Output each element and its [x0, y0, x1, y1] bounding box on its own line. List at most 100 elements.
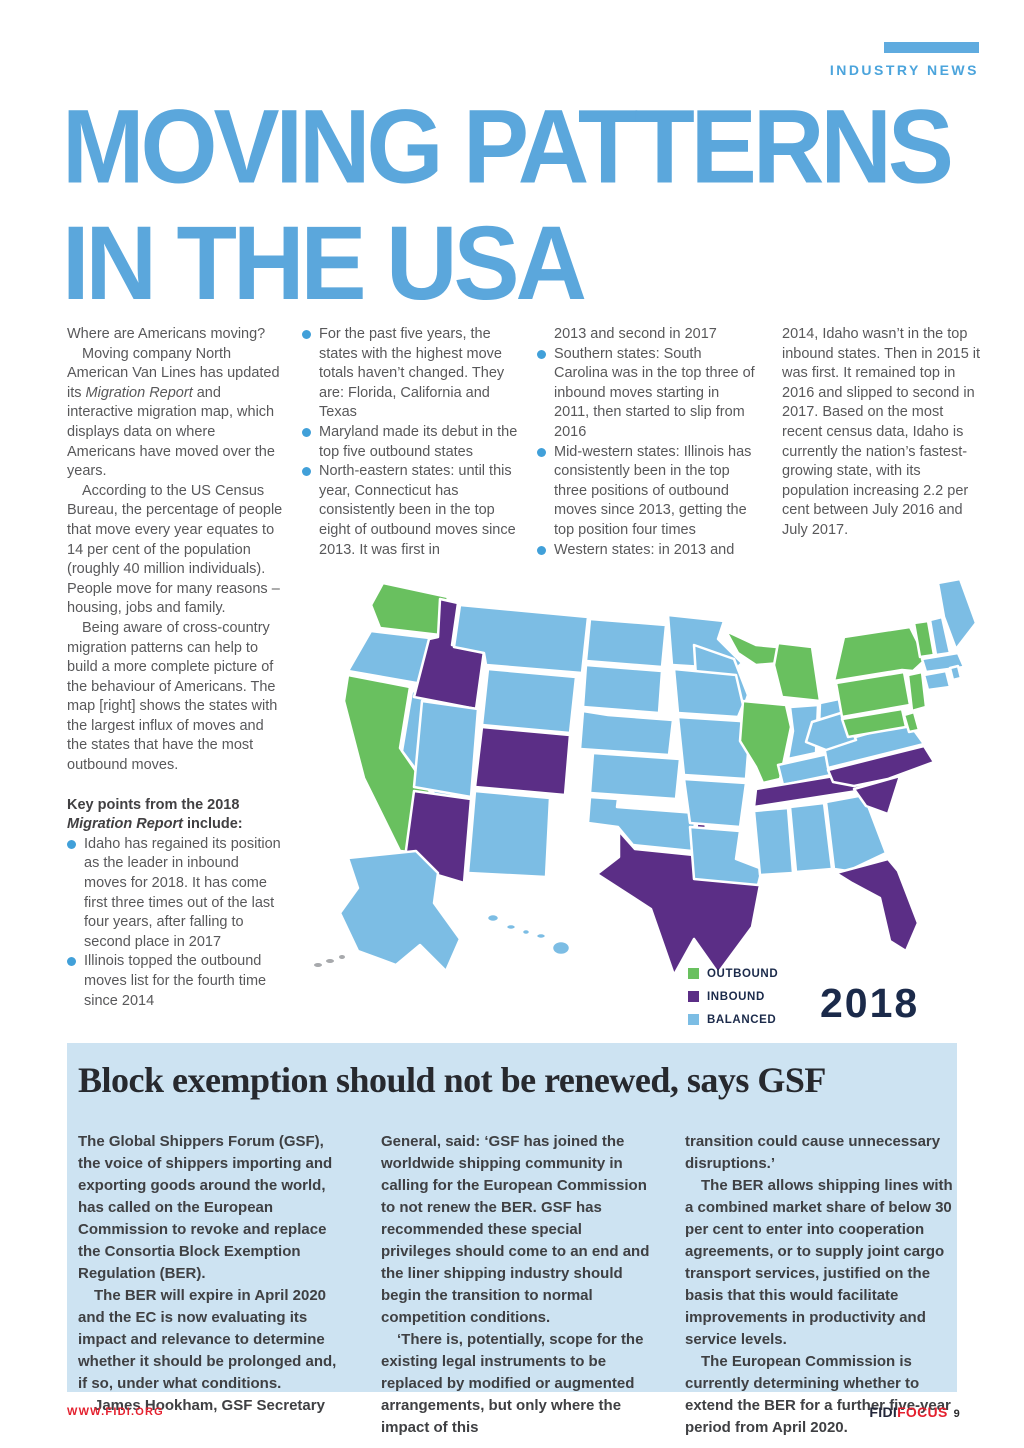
gsf-column-2: General, said: ‘GSF has joined the world… [381, 1131, 651, 1439]
gsf-article-panel: Block exemption should not be renewed, s… [67, 1043, 957, 1436]
state-oklahoma [586, 795, 698, 853]
list-item: Mid-western states: Illinois has consist… [537, 443, 757, 541]
state-north-dakota [584, 617, 668, 669]
state-utah [412, 699, 480, 799]
paragraph: transition could cause unnecessary disru… [685, 1133, 941, 1172]
continuation-line: 2013 and second in 2017 [554, 326, 717, 342]
legend-row-balanced: BALANCED [688, 1008, 778, 1031]
gsf-column-3: transition could cause unnecessary disru… [685, 1131, 955, 1439]
article-column-1: Where are Americans moving? Moving compa… [67, 325, 283, 1011]
list-item: North-eastern states: until this year, C… [302, 462, 521, 560]
state-maryland [840, 707, 908, 739]
balanced-swatch [688, 1014, 699, 1025]
paragraph: The European Commission is currently det… [685, 1353, 951, 1436]
paragraph: The Global Shippers Forum (GSF), the voi… [78, 1133, 333, 1282]
paragraph: The BER will expire in April 2020 and th… [78, 1287, 337, 1392]
page-title: MOVING PATTERNS IN THE USA [62, 86, 954, 322]
list-item: For the past five years, the states with… [302, 325, 521, 423]
list-item: Illinois topped the outbound moves list … [67, 952, 283, 1011]
state-michigan [772, 641, 822, 703]
brand-fidi: FIDI [869, 1404, 898, 1420]
list-item: Idaho has regained its position as the l… [67, 835, 283, 953]
paragraph: ‘There is, potentially, scope for the ex… [381, 1331, 644, 1436]
italic-run: Migration Report [67, 816, 183, 833]
paragraph: The BER allows shipping lines with a com… [685, 1177, 953, 1348]
state-wyoming [480, 667, 578, 735]
state-alaska [338, 849, 462, 973]
brand-focus: FOCUS [897, 1404, 948, 1420]
state-rhode-island [948, 664, 963, 682]
state-montana [452, 603, 590, 675]
page-number: 9 [953, 1408, 960, 1420]
state-hawaii [485, 912, 501, 924]
aleutian-islands [314, 955, 345, 967]
legend-row-outbound: OUTBOUND [688, 962, 778, 985]
legend-label: INBOUND [707, 990, 765, 1003]
state-connecticut [922, 669, 952, 692]
state-florida [834, 857, 920, 953]
paragraph: Moving company North American Van Lines … [67, 345, 283, 482]
legend-label: OUTBOUND [707, 967, 779, 980]
state-pennsylvania [834, 670, 912, 719]
state-indiana [786, 703, 820, 761]
byline: James Hookham, GSF Secretary [94, 1397, 325, 1414]
page-title-line2: IN THE USA [62, 203, 587, 322]
legend-row-inbound: INBOUND [688, 985, 778, 1008]
state-maine [936, 577, 978, 651]
outbound-swatch [688, 968, 699, 979]
state-kansas [588, 751, 682, 801]
map-year-label: 2018 [820, 980, 920, 1026]
state-washington [369, 581, 450, 637]
state-delaware [902, 710, 921, 734]
state-new-hampshire [928, 615, 952, 657]
paragraph: Where are Americans moving? [67, 326, 266, 342]
footer-website-link[interactable]: WWW.FIDI.ORG [67, 1406, 164, 1418]
section-kicker: INDUSTRY NEWS [829, 62, 979, 78]
state-illinois [738, 699, 793, 785]
footer-brand: FIDIFOCUS 9 [869, 1404, 960, 1420]
state-vermont [912, 619, 936, 659]
state-missouri [676, 715, 752, 781]
state-south-dakota [581, 663, 664, 715]
legend-label: BALANCED [707, 1013, 777, 1026]
us-map-svg [314, 577, 978, 977]
state-hawaii [534, 931, 548, 941]
list-item: Western states: in 2013 and [537, 541, 757, 561]
article-column-3: 2013 and second in 2017 Southern states:… [537, 325, 757, 560]
text-run: and interactive migration map, which dis… [67, 384, 275, 480]
state-hawaii [520, 927, 532, 937]
continuation-paragraph: 2014, Idaho wasn’t in the top inbound st… [782, 326, 981, 538]
state-new-mexico [466, 789, 552, 879]
article-column-2: For the past five years, the states with… [302, 325, 521, 560]
state-mississippi [752, 806, 795, 877]
state-north-carolina [826, 744, 936, 788]
paragraph: According to the US Census Bureau, the p… [67, 482, 283, 617]
us-migration-map [288, 573, 1010, 1043]
state-new-jersey [906, 670, 928, 713]
text-run: Key points from the 2018 [67, 796, 240, 813]
state-hawaii [550, 939, 572, 957]
article-column-4: 2014, Idaho wasn’t in the top inbound st… [782, 325, 982, 541]
list-item: Southern states: South Carolina was in t… [537, 345, 757, 443]
gsf-column-1: The Global Shippers Forum (GSF), the voi… [78, 1131, 348, 1417]
state-new-york [832, 625, 928, 683]
page-title-line1: MOVING PATTERNS [62, 86, 954, 205]
map-legend: OUTBOUND INBOUND BALANCED [688, 962, 778, 1031]
paragraph: Being aware of cross-country migration p… [67, 619, 278, 774]
text-run: Moving company North American Van Lines … [67, 345, 280, 401]
text-run: include: [183, 816, 243, 833]
state-alabama [788, 801, 834, 874]
kicker-bar [884, 42, 979, 53]
inbound-swatch [688, 991, 699, 1002]
gsf-article-title: Block exemption should not be renewed, s… [78, 1060, 826, 1100]
paragraph: General, said: ‘GSF has joined the world… [381, 1133, 650, 1326]
list-item: Maryland made its debut in the top five … [302, 423, 521, 462]
state-louisiana [688, 825, 764, 887]
state-colorado [473, 725, 572, 797]
state-hawaii [504, 922, 518, 932]
state-arkansas [682, 777, 748, 829]
italic-run: Migration Report [85, 384, 193, 401]
state-iowa [672, 667, 745, 719]
state-nebraska [578, 709, 675, 757]
